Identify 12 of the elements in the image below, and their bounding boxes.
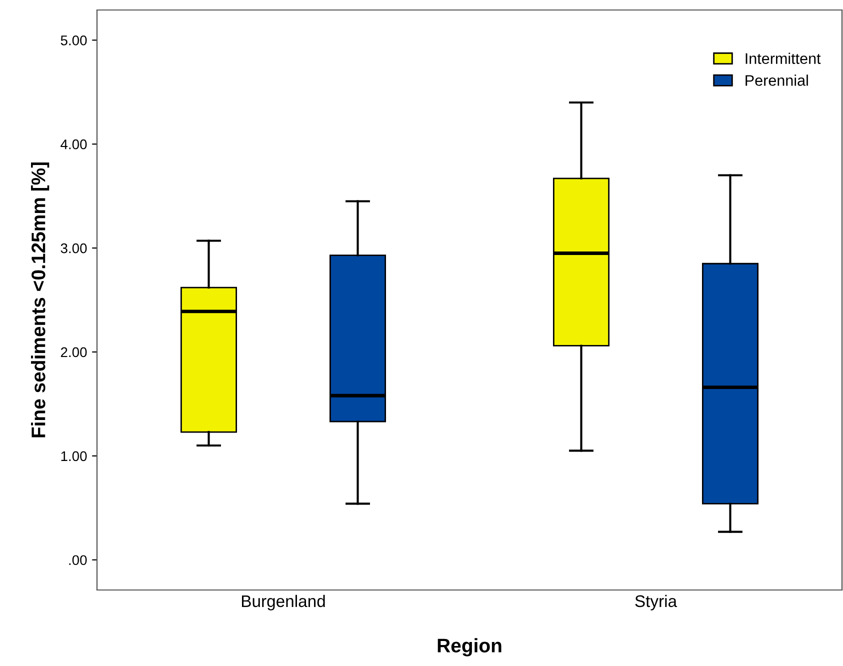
y-tick-label: 2.00 [60,347,87,358]
y-tick-label: 1.00 [61,451,87,462]
legend-label: Intermittent [746,52,821,64]
x-tick-label: Styria [635,594,678,610]
y-tick-label: 4.00 [60,139,87,150]
y-tick-label: 5.00 [60,35,87,46]
x-tick-label: Burgenland [242,594,325,610]
y-tick-label: .00 [69,555,87,566]
x-axis-title: Region [438,638,502,656]
y-axis-title: Fine sediments <0.125mm [%] [31,162,50,438]
y-tick-label: 3.00 [60,243,87,254]
legend-label: Perennial [746,74,808,86]
